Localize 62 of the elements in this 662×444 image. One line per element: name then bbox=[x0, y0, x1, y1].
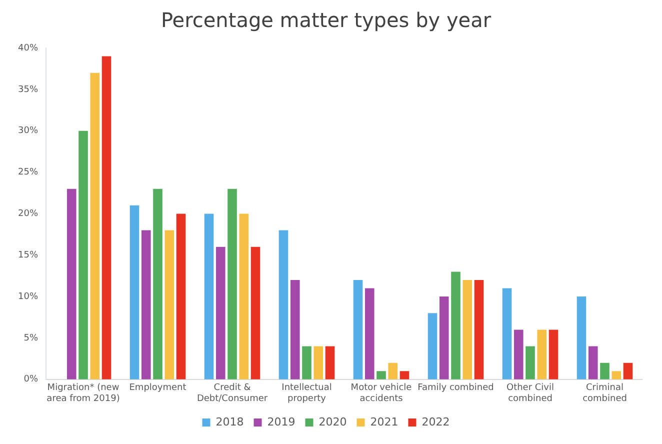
y-tick-label: 15% bbox=[18, 250, 38, 260]
bar bbox=[290, 280, 300, 380]
bar bbox=[474, 280, 484, 380]
legend-label: 2018 bbox=[216, 415, 244, 428]
y-tick-label: 35% bbox=[18, 84, 38, 95]
bar bbox=[612, 371, 622, 380]
y-tick-label: 0% bbox=[24, 374, 38, 385]
bar bbox=[204, 214, 214, 380]
x-tick-label: Criminal combined bbox=[582, 383, 627, 404]
chart-title: Percentage matter types by year bbox=[160, 8, 492, 32]
bar bbox=[250, 246, 260, 380]
bar bbox=[325, 346, 335, 380]
bar bbox=[364, 288, 374, 380]
x-tick-label: Motor vehicle accidents bbox=[350, 383, 412, 404]
bar bbox=[314, 346, 324, 380]
x-tick-label: Migration* (new area from 2019) bbox=[46, 383, 120, 404]
bar bbox=[588, 346, 598, 380]
bar bbox=[502, 288, 512, 380]
bar bbox=[216, 246, 226, 380]
legend-label: 2022 bbox=[422, 415, 450, 428]
bar bbox=[439, 296, 449, 380]
x-tick-label: Family combined bbox=[418, 383, 494, 394]
y-tick-label: 20% bbox=[18, 209, 38, 220]
bar bbox=[462, 280, 472, 380]
bar bbox=[576, 296, 586, 380]
y-tick-label: 30% bbox=[18, 126, 38, 136]
bar bbox=[548, 330, 558, 380]
bar bbox=[176, 214, 186, 380]
y-tick-label: 10% bbox=[18, 292, 38, 302]
x-tick-label: Other Civil combined bbox=[506, 383, 554, 404]
bar bbox=[388, 362, 398, 380]
bar bbox=[514, 330, 524, 380]
bar bbox=[623, 362, 633, 380]
x-tick-label: Intellectual property bbox=[282, 383, 332, 404]
bar bbox=[278, 230, 288, 380]
bar bbox=[428, 313, 438, 380]
x-tick-label: Credit & Debt/Consumer bbox=[196, 383, 268, 404]
bar bbox=[376, 371, 386, 380]
bar bbox=[239, 214, 249, 380]
bar bbox=[302, 346, 312, 380]
y-tick-label: 25% bbox=[18, 168, 38, 178]
bar bbox=[153, 188, 162, 380]
bar bbox=[66, 188, 76, 380]
x-tick-label: Employment bbox=[129, 383, 187, 394]
bar bbox=[451, 272, 460, 380]
bar bbox=[164, 230, 174, 380]
bar bbox=[600, 362, 610, 380]
y-tick-label: 5% bbox=[24, 333, 38, 344]
bar bbox=[353, 280, 363, 380]
y-tick-label: 40% bbox=[18, 43, 38, 54]
bar bbox=[537, 330, 547, 380]
bar bbox=[130, 205, 140, 380]
bar bbox=[90, 72, 100, 380]
bar bbox=[228, 188, 237, 380]
bar bbox=[141, 230, 151, 380]
bar bbox=[78, 130, 88, 380]
bar bbox=[102, 56, 112, 380]
legend-label: 2020 bbox=[318, 415, 347, 428]
bar bbox=[400, 371, 410, 380]
bar bbox=[526, 346, 535, 380]
legend-label: 2019 bbox=[267, 415, 296, 428]
legend-label: 2021 bbox=[370, 415, 398, 428]
